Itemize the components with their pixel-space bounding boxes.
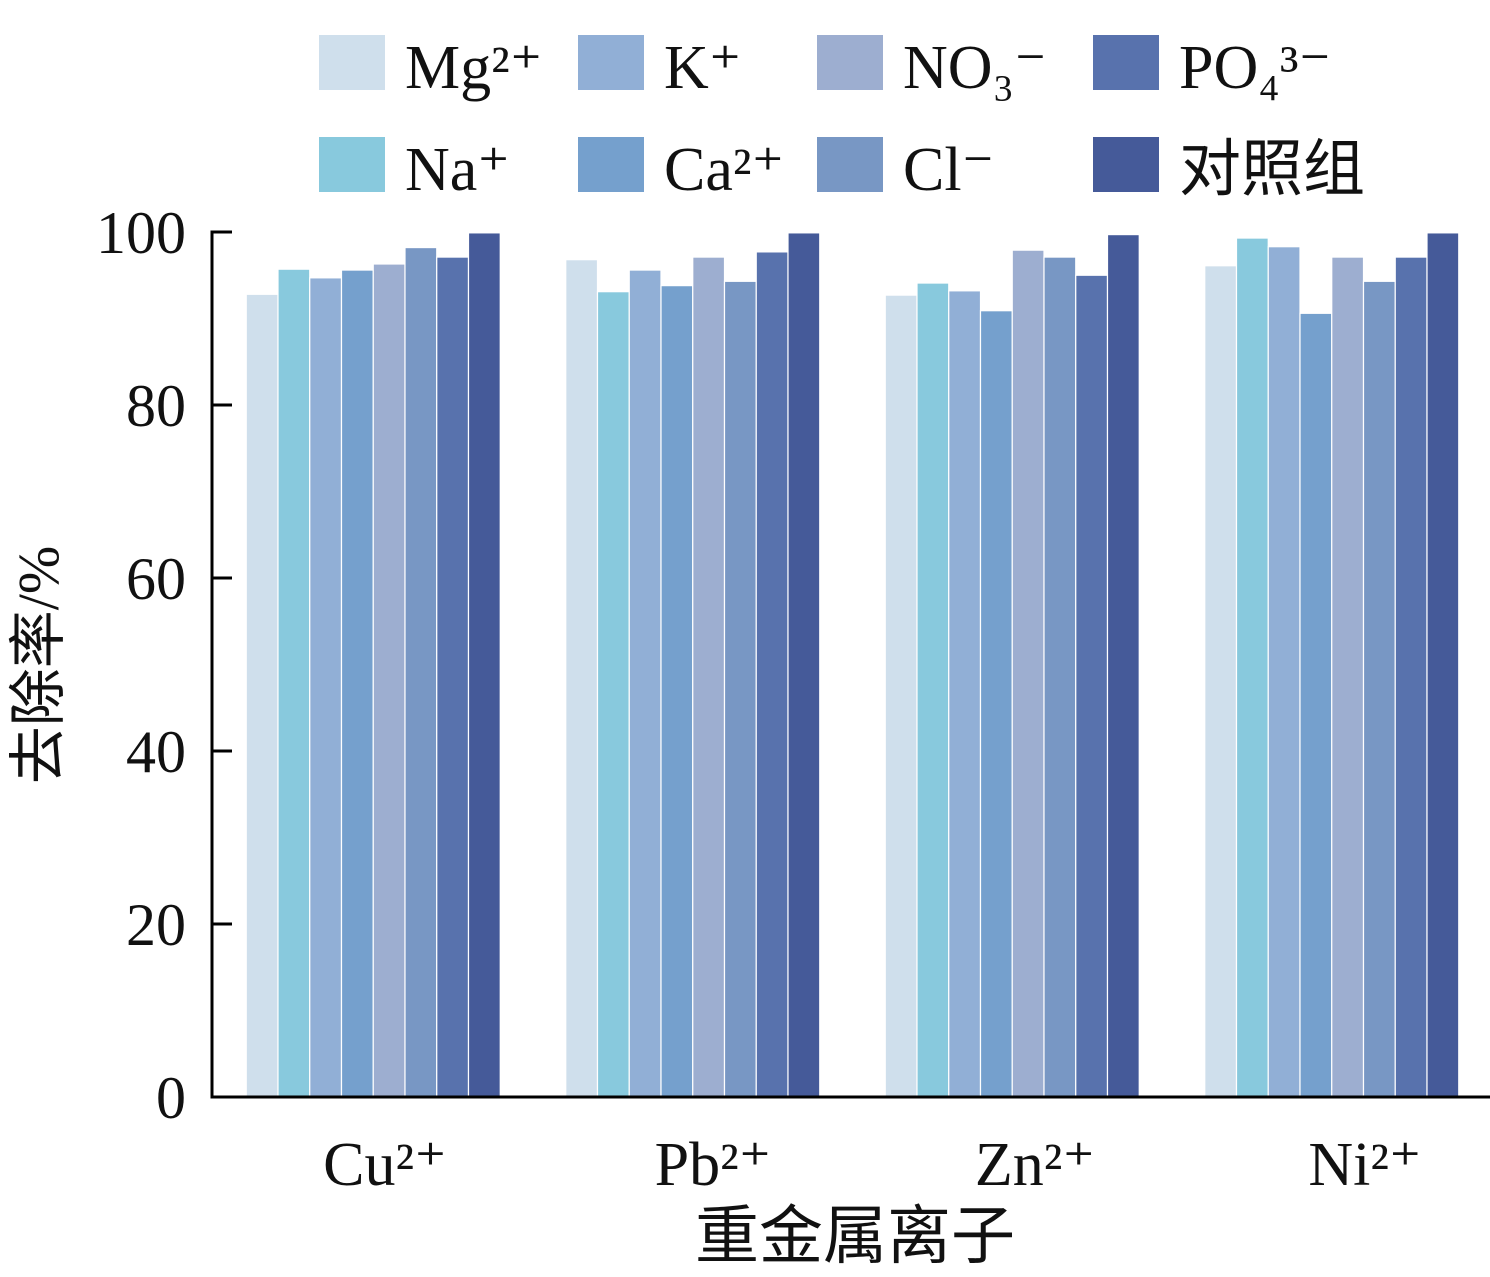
x-tick-label: Pb²⁺ [655, 1131, 772, 1199]
bar-group-1-series-5 [372, 263, 406, 1098]
bar-group-1-series-8 [467, 232, 501, 1098]
bar-group-1-series-2 [277, 268, 311, 1098]
legend-item-2: Na⁺ [319, 136, 510, 204]
bar-group-3 [884, 234, 1140, 1098]
legend-swatch [319, 137, 385, 192]
legend-swatch [817, 137, 883, 192]
bar-group-1-series-1 [245, 293, 279, 1098]
y-tick-label: 60 [126, 546, 186, 612]
y-tick-label: 100 [96, 200, 186, 266]
legend-swatch [578, 35, 644, 90]
bar-group-4-series-1 [1204, 265, 1238, 1098]
y-tick-label: 20 [126, 892, 186, 958]
bar-group-2-series-3 [628, 269, 662, 1098]
bar-group-1 [245, 232, 501, 1098]
legend-item-7: PO₄³⁻ [1093, 34, 1331, 102]
bar-group-1-series-6 [404, 246, 438, 1098]
bar-group-4 [1204, 232, 1460, 1098]
bar-group-2-series-4 [660, 285, 694, 1098]
legend-item-4: Ca²⁺ [578, 136, 784, 204]
bar-group-3-series-7 [1075, 274, 1109, 1098]
bar-group-2-series-7 [755, 251, 789, 1098]
bar-group-4-series-6 [1362, 280, 1396, 1098]
legend-label: Mg²⁺ [405, 34, 542, 102]
x-axis-title: 重金属离子 [695, 1201, 1015, 1272]
bar-group-3-series-4 [979, 310, 1013, 1098]
legend-label: Cl⁻ [903, 136, 994, 204]
bars [245, 232, 1460, 1098]
legend-swatch [817, 35, 883, 90]
bar-group-4-series-4 [1299, 312, 1333, 1098]
bar-group-4-series-8 [1426, 232, 1460, 1098]
bar-group-2-series-5 [692, 256, 726, 1098]
legend-item-8: 对照组 [1093, 136, 1365, 204]
y-axis: 0 20 40 60 80 100 [96, 200, 232, 1131]
bar-group-4-series-2 [1235, 237, 1269, 1098]
bar-group-1-series-4 [340, 269, 374, 1098]
legend-label: 对照组 [1179, 136, 1365, 204]
y-tick-label: 40 [126, 719, 186, 785]
legend-item-3: K⁺ [578, 34, 742, 102]
bar-group-2 [565, 232, 821, 1098]
bar-group-4-series-3 [1267, 246, 1301, 1098]
y-tick-label: 0 [156, 1065, 186, 1131]
bar-group-3-series-8 [1106, 234, 1140, 1098]
legend-swatch [578, 137, 644, 192]
bar-group-2-series-6 [723, 280, 757, 1098]
legend-swatch [319, 35, 385, 90]
bar-group-4-series-7 [1394, 256, 1428, 1098]
x-tick-label: Cu²⁺ [323, 1131, 447, 1199]
legend-item-1: Mg²⁺ [319, 34, 542, 102]
x-axis: Cu²⁺ Pb²⁺ Zn²⁺ Ni²⁺ [212, 1095, 1490, 1199]
bar-group-3-series-3 [948, 290, 982, 1098]
bar-group-3-series-2 [916, 282, 950, 1098]
legend-label: NO₃⁻ [903, 34, 1047, 102]
bar-group-3-series-5 [1011, 249, 1045, 1098]
bar-group-2-series-2 [596, 291, 630, 1098]
legend-swatch [1093, 137, 1159, 192]
legend-label: PO₄³⁻ [1179, 34, 1331, 102]
bar-group-2-series-8 [787, 232, 821, 1098]
legend-label: Ca²⁺ [664, 136, 784, 204]
bar-group-1-series-7 [436, 256, 470, 1098]
legend-item-6: Cl⁻ [817, 136, 994, 204]
legend-label: K⁺ [664, 34, 742, 102]
bar-group-3-series-6 [1043, 256, 1077, 1098]
legend-swatch [1093, 35, 1159, 90]
y-tick-label: 80 [126, 373, 186, 439]
legend-label: Na⁺ [405, 136, 510, 204]
bar-group-2-series-1 [565, 259, 599, 1098]
legend-item-5: NO₃⁻ [817, 34, 1047, 102]
x-tick-label: Zn²⁺ [975, 1131, 1095, 1199]
legend: Mg²⁺ Na⁺ K⁺ Ca²⁺ NO₃⁻ Cl⁻ PO₄³⁻ 对照组 [319, 34, 1365, 204]
bar-group-3-series-1 [884, 294, 918, 1098]
y-axis-title: 去除率/% [6, 546, 71, 784]
bar-group-4-series-5 [1331, 256, 1365, 1098]
bar-group-1-series-3 [309, 277, 343, 1098]
x-tick-label: Ni²⁺ [1308, 1131, 1421, 1199]
